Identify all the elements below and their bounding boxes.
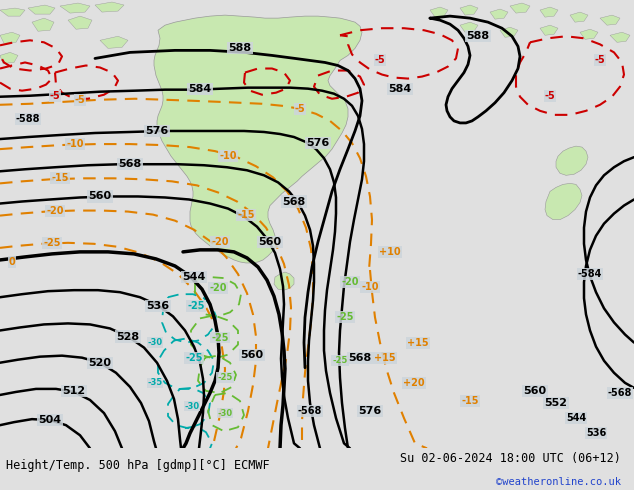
Text: 568: 568 [348, 353, 372, 363]
Polygon shape [95, 2, 124, 12]
Text: -35: -35 [147, 378, 163, 388]
Text: Height/Temp. 500 hPa [gdmp][°C] ECMWF: Height/Temp. 500 hPa [gdmp][°C] ECMWF [6, 459, 270, 471]
Polygon shape [0, 52, 18, 64]
Polygon shape [0, 8, 25, 16]
Polygon shape [154, 15, 362, 263]
Text: +15: +15 [407, 338, 429, 347]
Polygon shape [540, 25, 558, 35]
Text: 588: 588 [467, 31, 489, 41]
Text: -584: -584 [578, 269, 602, 279]
Polygon shape [460, 5, 478, 15]
Polygon shape [460, 22, 478, 32]
Polygon shape [610, 32, 630, 42]
Text: Su 02-06-2024 18:00 UTC (06+12): Su 02-06-2024 18:00 UTC (06+12) [401, 452, 621, 466]
Text: -25: -25 [336, 312, 354, 322]
Polygon shape [600, 15, 620, 25]
Text: 536: 536 [146, 301, 169, 311]
Polygon shape [540, 7, 558, 17]
Polygon shape [500, 27, 518, 37]
Text: 588: 588 [228, 43, 252, 53]
Text: -25: -25 [187, 301, 205, 311]
Polygon shape [100, 36, 128, 49]
Text: 576: 576 [306, 138, 330, 148]
Text: 576: 576 [145, 126, 169, 136]
Text: -10: -10 [219, 151, 236, 161]
Text: 544: 544 [566, 413, 586, 423]
Polygon shape [570, 12, 588, 22]
Text: -10: -10 [66, 139, 84, 149]
Text: -25: -25 [43, 238, 61, 248]
Text: 536: 536 [586, 428, 606, 438]
Text: -20: -20 [341, 277, 359, 287]
Polygon shape [580, 29, 598, 39]
Polygon shape [490, 9, 508, 19]
Text: -5: -5 [375, 55, 385, 66]
Text: -25: -25 [211, 333, 229, 343]
Text: -25: -25 [332, 356, 347, 365]
Polygon shape [28, 5, 55, 14]
Text: 568: 568 [119, 159, 141, 169]
Text: 544: 544 [183, 272, 205, 282]
Text: ©weatheronline.co.uk: ©weatheronline.co.uk [496, 477, 621, 487]
Text: -15: -15 [462, 396, 479, 406]
Text: -20: -20 [211, 237, 229, 247]
Polygon shape [430, 7, 448, 17]
Text: +10: +10 [379, 247, 401, 257]
Polygon shape [510, 3, 530, 13]
Text: 560: 560 [259, 237, 281, 247]
Polygon shape [0, 32, 20, 43]
Text: -568: -568 [298, 406, 322, 416]
Text: 584: 584 [389, 84, 411, 94]
Text: 552: 552 [545, 398, 567, 408]
Text: -20: -20 [209, 283, 227, 293]
Polygon shape [60, 3, 90, 13]
Text: -5: -5 [49, 91, 60, 101]
Text: -25: -25 [185, 353, 203, 363]
Text: +20: +20 [403, 378, 425, 388]
Text: -20: -20 [46, 206, 64, 216]
Text: 560: 560 [88, 192, 112, 201]
Text: -15: -15 [51, 173, 68, 183]
Text: -30: -30 [148, 338, 162, 347]
Polygon shape [68, 16, 92, 29]
Text: -5: -5 [75, 95, 86, 105]
Text: -5: -5 [295, 104, 306, 114]
Text: -5: -5 [595, 55, 605, 66]
Text: +15: +15 [374, 353, 396, 363]
Text: -10: -10 [361, 282, 378, 292]
Text: -568: -568 [608, 388, 632, 398]
Text: 520: 520 [89, 358, 112, 368]
Polygon shape [274, 272, 294, 290]
Polygon shape [32, 18, 54, 31]
Text: 560: 560 [524, 386, 547, 396]
Text: 0: 0 [9, 257, 15, 267]
Polygon shape [545, 183, 582, 220]
Text: -30: -30 [184, 401, 200, 411]
Text: 560: 560 [240, 350, 264, 360]
Text: -588: -588 [16, 114, 40, 124]
Text: 576: 576 [358, 406, 382, 416]
Text: 504: 504 [39, 415, 61, 425]
Text: -5: -5 [545, 91, 555, 101]
Polygon shape [556, 146, 588, 175]
Text: 568: 568 [282, 196, 306, 206]
Text: -15: -15 [237, 210, 255, 220]
Text: 512: 512 [62, 386, 86, 396]
Text: 528: 528 [117, 332, 139, 342]
Text: -30: -30 [217, 409, 233, 417]
Text: 584: 584 [188, 84, 212, 94]
Text: -25: -25 [217, 373, 233, 382]
